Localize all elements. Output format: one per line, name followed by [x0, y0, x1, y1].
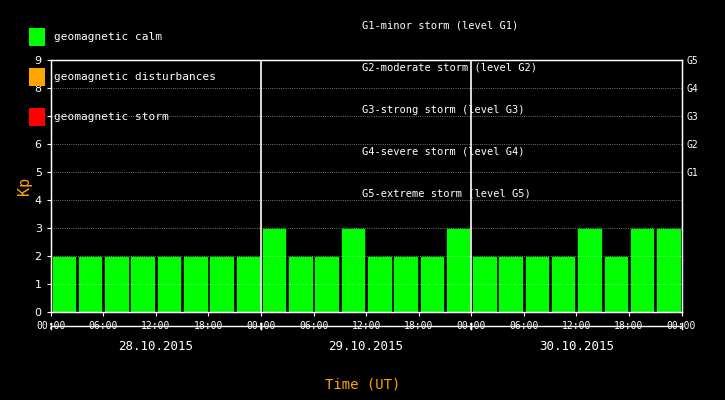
Bar	[472, 256, 497, 312]
Bar	[183, 256, 207, 312]
Bar	[525, 256, 550, 312]
Bar	[210, 256, 234, 312]
Text: G2-moderate storm (level G2): G2-moderate storm (level G2)	[362, 63, 537, 73]
Bar	[315, 256, 339, 312]
Bar	[446, 228, 471, 312]
Text: G3-strong storm (level G3): G3-strong storm (level G3)	[362, 105, 525, 115]
Text: 29.10.2015: 29.10.2015	[328, 340, 404, 352]
Text: geomagnetic calm: geomagnetic calm	[54, 32, 162, 42]
Bar	[393, 256, 418, 312]
Y-axis label: Kp: Kp	[17, 177, 32, 195]
Bar	[341, 228, 365, 312]
Bar	[104, 256, 129, 312]
Bar	[130, 256, 155, 312]
Bar	[262, 228, 286, 312]
Text: G5-extreme storm (level G5): G5-extreme storm (level G5)	[362, 189, 531, 199]
Text: Time (UT): Time (UT)	[325, 377, 400, 391]
Bar	[577, 228, 602, 312]
Bar	[656, 228, 681, 312]
Text: G4-severe storm (level G4): G4-severe storm (level G4)	[362, 147, 525, 157]
Bar	[420, 256, 444, 312]
Text: geomagnetic storm: geomagnetic storm	[54, 112, 168, 122]
Text: 30.10.2015: 30.10.2015	[539, 340, 614, 352]
Text: geomagnetic disturbances: geomagnetic disturbances	[54, 72, 215, 82]
Bar	[498, 256, 523, 312]
Bar	[78, 256, 102, 312]
Bar	[157, 256, 181, 312]
Bar	[236, 256, 260, 312]
Bar	[288, 256, 312, 312]
Text: 28.10.2015: 28.10.2015	[118, 340, 194, 352]
Bar	[51, 256, 76, 312]
Bar	[603, 256, 628, 312]
Bar	[630, 228, 655, 312]
Bar	[367, 256, 392, 312]
Text: G1-minor storm (level G1): G1-minor storm (level G1)	[362, 21, 519, 31]
Bar	[551, 256, 576, 312]
